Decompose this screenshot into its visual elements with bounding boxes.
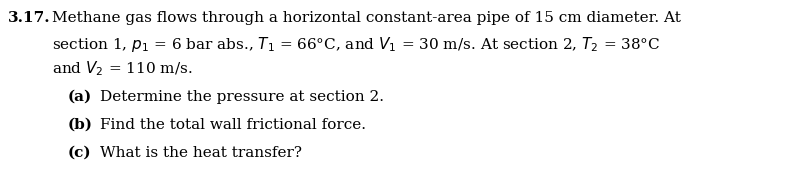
Text: section 1, $p_1$ = 6 bar abs., $T_1$ = 66°C, and $V_1$ = 30 m/s. At section 2, $: section 1, $p_1$ = 6 bar abs., $T_1$ = 6… xyxy=(52,35,660,54)
Text: What is the heat transfer?: What is the heat transfer? xyxy=(100,146,302,160)
Text: and $V_2$ = 110 m/s.: and $V_2$ = 110 m/s. xyxy=(52,59,192,78)
Text: Determine the pressure at section 2.: Determine the pressure at section 2. xyxy=(100,90,384,104)
Text: (c): (c) xyxy=(68,146,92,160)
Text: Find the total wall frictional force.: Find the total wall frictional force. xyxy=(100,118,366,132)
Text: Methane gas flows through a horizontal constant-area pipe of 15 cm diameter. At: Methane gas flows through a horizontal c… xyxy=(52,11,681,25)
Text: (a): (a) xyxy=(68,90,92,104)
Text: (b): (b) xyxy=(68,118,93,132)
Text: 3.17.: 3.17. xyxy=(8,11,51,25)
